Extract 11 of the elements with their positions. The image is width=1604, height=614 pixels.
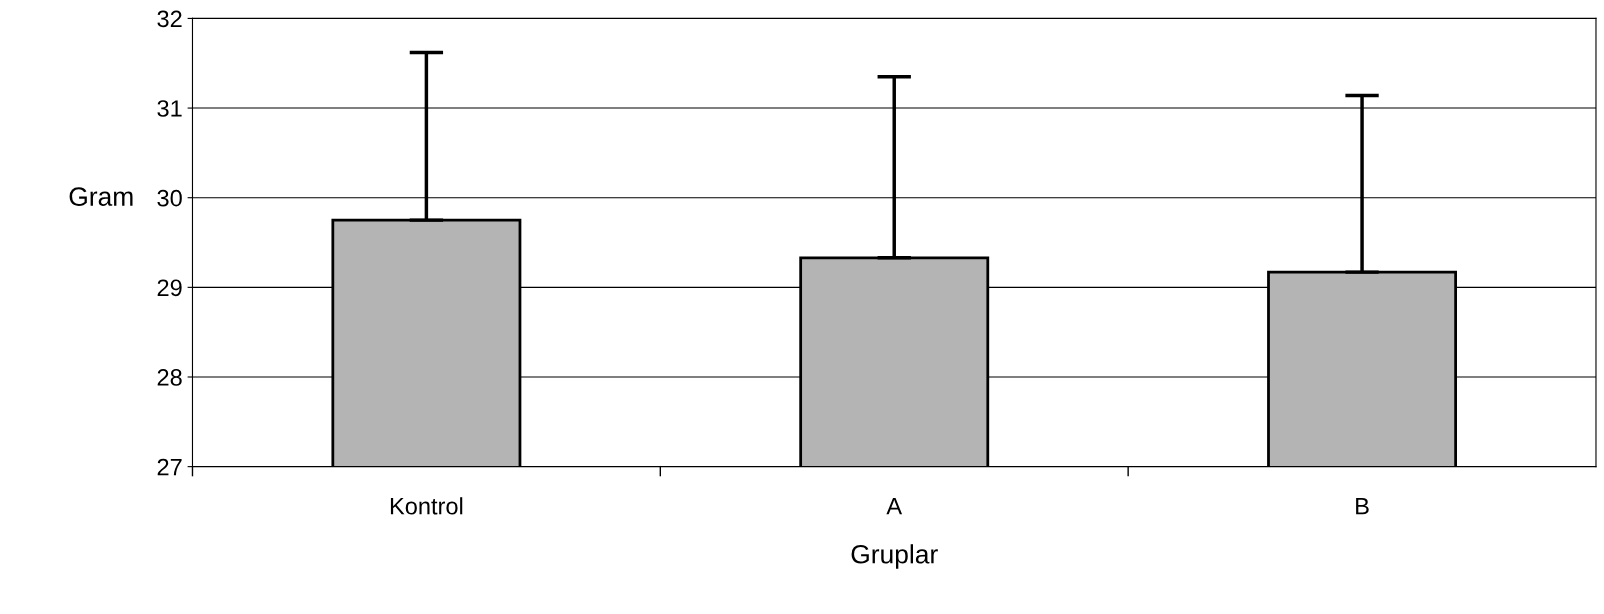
y-tick-label: 32 [157,10,182,28]
x-tick-label: A [886,498,903,515]
x-axis-title: Gruplar [851,544,938,569]
y-tick-label: 29 [157,279,182,297]
y-axis-title: Gram [69,187,133,206]
y-tick-label: 31 [157,100,182,117]
y-tick-label: 27 [157,458,182,476]
y-tick-label: 30 [157,189,182,207]
x-tick-label: B [1356,498,1369,515]
y-tick-label: 28 [157,369,182,386]
x-tick-label: Kontrol [390,497,463,515]
